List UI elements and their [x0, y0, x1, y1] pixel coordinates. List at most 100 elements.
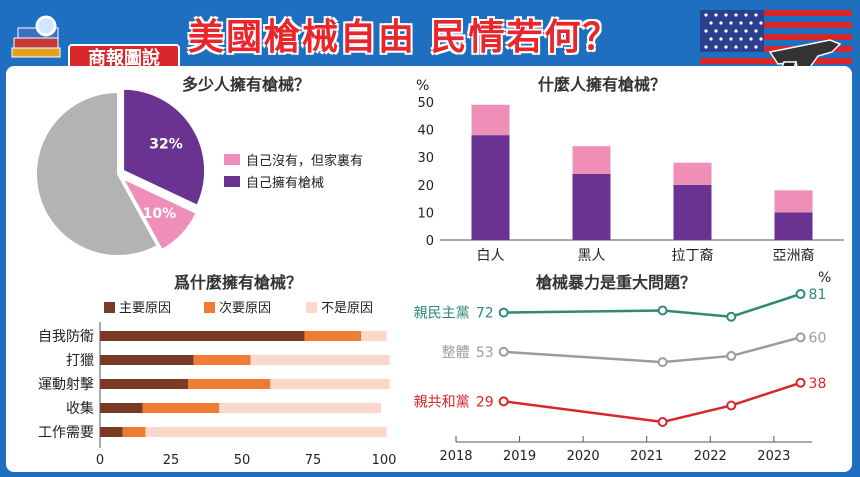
reasons-bar-not	[361, 331, 387, 341]
lines-xtick: 2021	[630, 449, 663, 464]
flag-star	[724, 45, 728, 49]
line-point	[795, 332, 806, 343]
stack-bar-own	[471, 135, 510, 240]
line-end-value: 81	[809, 287, 827, 303]
flag-star	[719, 21, 723, 25]
header: 商報圖說 美國槍械自由 民情若何？	[0, 0, 860, 91]
reasons-legend-minor: 次要原因	[219, 300, 271, 316]
lines-title: 槍械暴力是重大問題？	[536, 273, 696, 292]
reasons-bar-not	[219, 403, 382, 413]
reasons-category-label: 運動射擊	[38, 376, 94, 393]
line-series-name: 親民主黨	[414, 306, 470, 322]
line-start-value: 72	[476, 306, 494, 322]
legend-swatch-minor	[204, 302, 215, 313]
pie-slice	[120, 175, 198, 252]
flag-star	[749, 37, 753, 41]
line-point	[657, 305, 668, 316]
books-icon	[11, 15, 61, 58]
line-point	[657, 357, 668, 368]
flag-star	[749, 21, 753, 25]
pie-slice-label: 32%	[149, 137, 183, 153]
stack-unit: %	[416, 78, 429, 94]
line-point	[498, 346, 509, 357]
stack-ytick: 0	[426, 234, 434, 249]
stack-title: 什麼人擁有槍械？	[538, 75, 666, 94]
reasons-legend-major: 主要原因	[119, 301, 171, 316]
pie-legend-household: 自己沒有，但家裏有	[246, 153, 363, 169]
reasons-category-label: 工作需要	[38, 425, 94, 441]
reasons-bar-major	[100, 427, 123, 437]
pie-title: 多少人擁有槍械？	[182, 75, 310, 94]
flag-star	[754, 13, 758, 17]
stack-bar-household	[572, 146, 611, 174]
flag-star	[714, 45, 718, 49]
stack-bar-own	[673, 184, 712, 240]
flag-star	[719, 37, 723, 41]
reasons-title: 爲什麼擁有槍械？	[174, 273, 302, 292]
flag-stripe	[700, 10, 852, 16]
legend-swatch-major	[104, 302, 115, 313]
content-panel: 多少人擁有槍械？ 32% 10% 自己沒有，但家裏有 自己擁有槍械 什麼人擁有槍械…	[6, 66, 852, 472]
stack-ytick: 30	[417, 151, 434, 166]
line-point	[726, 400, 737, 411]
line-series-name: 整體	[442, 345, 470, 361]
reasons-bar-major	[100, 403, 143, 413]
flag-star	[759, 21, 763, 25]
reasons-category-label: 收集	[66, 400, 94, 417]
legend-swatch-household	[224, 154, 240, 165]
flag-star	[714, 13, 718, 17]
flag-star	[724, 13, 728, 17]
reasons-legend-not: 不是原因	[321, 301, 373, 316]
flag-star	[734, 29, 738, 33]
lines-xtick: 2023	[757, 449, 790, 464]
reasons-bar-major	[100, 355, 194, 365]
flag-star	[724, 29, 728, 33]
flag-stripe	[700, 34, 852, 40]
reasons-category-label: 自我防衛	[38, 329, 94, 345]
line-point	[795, 289, 806, 299]
reasons-category-label: 打獵	[66, 352, 94, 369]
lines-xtick: 2022	[694, 449, 727, 464]
reasons-xtick: 25	[163, 453, 180, 468]
reasons-xtick: 100	[372, 453, 397, 468]
line-start-value: 29	[476, 394, 494, 410]
stack-bar-own	[572, 173, 611, 240]
stack-ytick: 50	[417, 96, 434, 111]
reasons-bar-major	[100, 379, 189, 389]
reasons-bar-not	[250, 355, 390, 365]
line-point	[498, 396, 509, 407]
flag-star	[759, 37, 763, 41]
stack-category-label: 黑人	[578, 248, 606, 264]
headline: 美國槍械自由 民情若何？	[188, 17, 621, 58]
flag-star	[734, 13, 738, 17]
stack-ytick: 10	[417, 206, 434, 221]
badge: 商報圖說	[8, 14, 180, 74]
pie-legend-own: 自己擁有槍械	[246, 176, 324, 191]
line-point	[726, 311, 737, 322]
line-series	[503, 292, 801, 318]
stack-bar-household	[673, 162, 712, 185]
reasons-bar-minor	[142, 403, 220, 413]
stack-bar-household	[471, 104, 510, 136]
line-series	[503, 381, 801, 424]
legend-swatch-own	[224, 176, 240, 187]
flag-star	[734, 45, 738, 49]
flag-star	[729, 21, 733, 25]
reasons-xtick: 75	[305, 453, 322, 468]
line-end-value: 60	[809, 330, 827, 346]
reasons-bar-not	[145, 427, 387, 437]
flag-star	[754, 29, 758, 33]
reasons-xtick: 0	[96, 453, 104, 468]
reasons-bar-major	[100, 331, 305, 341]
stack-category-label: 白人	[477, 248, 505, 264]
ownership-by-race-chart: 什麼人擁有槍械？ % 0 10 20 30 40 50 白人 黑人 拉丁裔 亞洲裔	[416, 75, 844, 264]
flag-star	[744, 29, 748, 33]
line-series-name: 親共和黨	[414, 394, 470, 410]
stack-ytick: 20	[417, 179, 434, 194]
reasons-chart: 爲什麼擁有槍械？ 主要原因 次要原因 不是原因 自我防衛打獵運動射擊收集工作需要…	[38, 273, 396, 468]
gun-violence-problem-chart: 槍械暴力是重大問題？ % 2018 2019 2020 2021 2022 2023 72 親…	[414, 270, 832, 464]
pie-slice-label: 10%	[143, 206, 177, 222]
flag-star	[729, 37, 733, 41]
flag-star	[739, 37, 743, 41]
legend-swatch-not	[306, 302, 317, 313]
